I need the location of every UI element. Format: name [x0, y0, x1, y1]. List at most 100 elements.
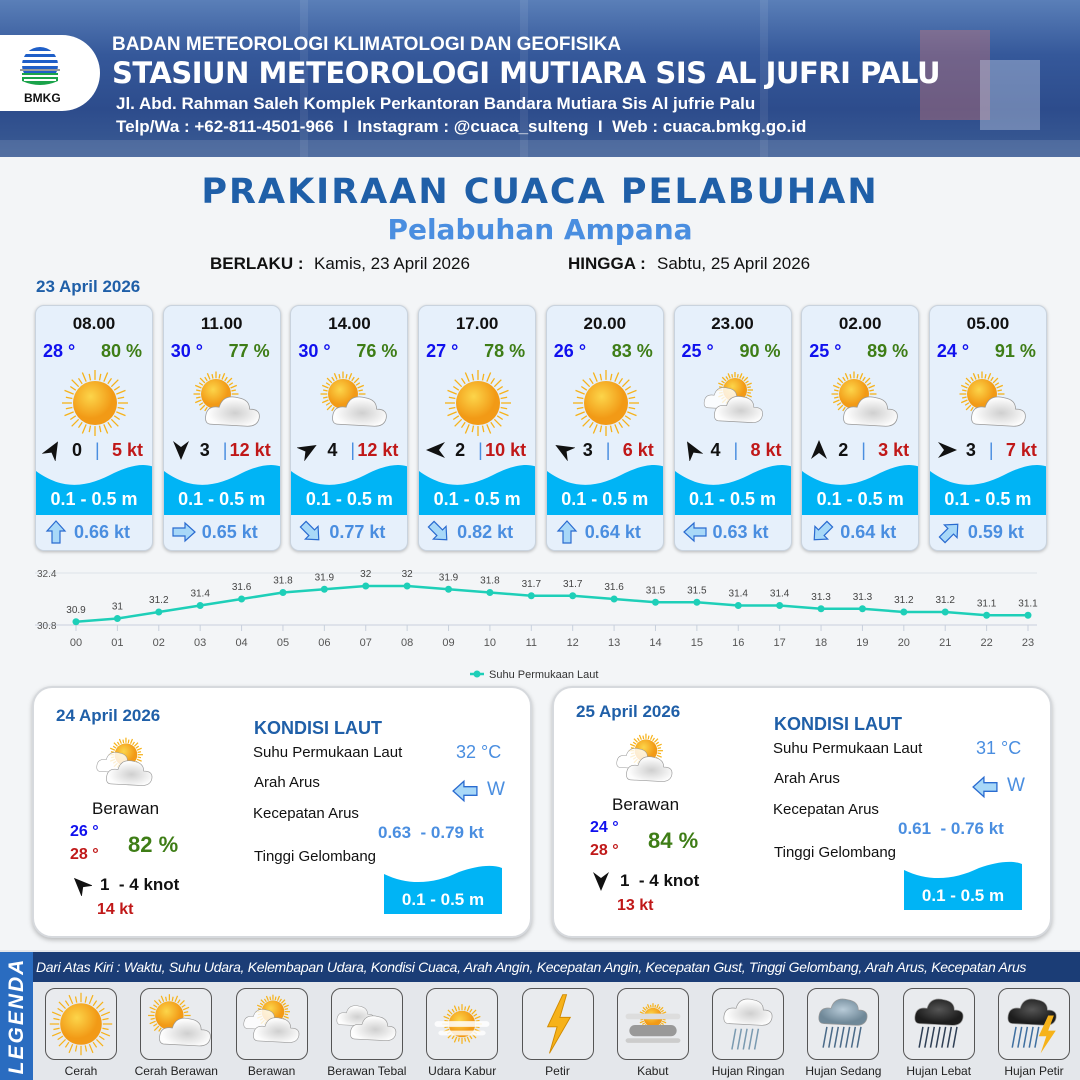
data-point — [900, 608, 908, 616]
x-tick-label: 12 — [567, 637, 579, 649]
wave-icon — [546, 463, 663, 515]
legend-berawan-icon — [235, 988, 308, 1060]
legend-label: Udara Kabur — [428, 1064, 497, 1078]
data-label: 31.4 — [190, 589, 210, 600]
weather-cerah-berawan-icon — [186, 366, 260, 440]
wind-speed: 2 — [838, 440, 849, 460]
x-tick-label: 06 — [318, 637, 330, 649]
humidity: 80 % — [100, 341, 142, 361]
weather-cerah-icon — [58, 366, 132, 440]
data-label: 31.4 — [770, 589, 790, 600]
separator: | — [95, 440, 100, 460]
sea-condition-title: KONDISI LAUT — [774, 714, 902, 734]
valid-from: Kamis, 23 April 2026 — [314, 254, 470, 273]
x-tick-label: 05 — [277, 637, 289, 649]
sst-label: Suhu Permukaan Laut — [773, 740, 923, 757]
legend-label: Cerah Berawan — [134, 1064, 218, 1078]
x-tick-label: 10 — [484, 637, 496, 649]
legend-petir-icon — [521, 988, 594, 1060]
data-label: 32 — [402, 569, 414, 580]
separator: | — [733, 440, 739, 460]
forecast-time: 23.00 — [711, 314, 754, 333]
data-label: 31.2 — [935, 595, 955, 606]
y-tick-label: 30.8 — [37, 621, 57, 632]
current-direction-icon — [972, 774, 998, 805]
humidity: 82 % — [128, 832, 179, 857]
current-speed: 0.65 kt — [201, 522, 258, 542]
current-direction-icon — [172, 520, 196, 544]
data-label: 31.6 — [604, 582, 624, 593]
x-tick-label: 07 — [360, 637, 372, 649]
gust-speed: 6 kt — [622, 440, 654, 460]
x-tick-label: 23 — [1022, 637, 1034, 649]
forecast-card: 23.00 25 ° 90 % 4 | 8 kt 0.1 - 0.5 m 0.6… — [673, 305, 792, 551]
x-tick-label: 13 — [608, 637, 620, 649]
legend-description: Dari Atas Kiri : Waktu, Suhu Udara, Kele… — [36, 959, 1027, 975]
data-point — [445, 585, 453, 593]
current-speed: 0.63 kt — [712, 522, 769, 542]
current-direction-icon — [938, 520, 962, 544]
data-point — [72, 618, 80, 626]
wind-direction-icon — [170, 439, 192, 461]
x-tick-label: 21 — [939, 637, 951, 649]
wave-height: 0.1 - 0.5 m — [305, 489, 393, 509]
wave-icon — [384, 864, 502, 914]
air-temperature: 30 ° — [298, 341, 331, 361]
data-label: 31.4 — [729, 589, 749, 600]
current-direction-label: Arah Arus — [254, 774, 320, 791]
data-point — [403, 582, 411, 590]
forecast-card: 05.00 24 ° 91 % 3 | 7 kt 0.1 - 0.5 m 0.5… — [928, 305, 1047, 551]
data-label: 31.6 — [232, 582, 252, 593]
separator: | — [861, 440, 866, 460]
gust-speed: 3 kt — [878, 440, 910, 460]
data-label: 31.3 — [811, 592, 831, 603]
data-label: 31.2 — [149, 595, 169, 606]
x-tick-label: 16 — [732, 637, 744, 649]
data-point — [941, 608, 949, 616]
forecast-card: 14.00 30 ° 76 % 4 | 12 kt 0.1 - 0.5 m 0.… — [290, 305, 409, 551]
min-temperature: 26 ° — [70, 823, 99, 840]
wind-speed: 4 — [327, 440, 338, 460]
legend-kabut-icon — [616, 988, 689, 1060]
x-tick-label: 01 — [111, 637, 123, 649]
data-point — [196, 602, 204, 609]
weather-berawan-icon — [90, 732, 160, 807]
sst-chart: 32.4 30.8 00 01 02 03 04 05 06 07 08 09 10 11 12 13 14 15… — [35, 569, 1038, 681]
wave-icon — [674, 463, 791, 515]
data-point — [817, 605, 825, 613]
x-tick-label: 22 — [980, 637, 992, 649]
wind-speed-range: 1 - 4 knot — [620, 871, 700, 890]
wave-icon — [291, 463, 408, 515]
weather-berawan-icon — [697, 366, 771, 440]
x-tick-label: 17 — [774, 637, 786, 649]
page-title: PRAKIRAAN CUACA PELABUHAN — [201, 172, 879, 212]
separator: | — [478, 440, 483, 460]
data-point — [651, 598, 659, 606]
wind-speed-range: 1 - 4 knot — [100, 875, 180, 894]
legend-hujan-lebat-icon — [902, 988, 975, 1060]
data-point — [776, 602, 784, 609]
weather-cerah-berawan-icon — [824, 366, 898, 440]
valid-to: Sabtu, 25 April 2026 — [657, 254, 811, 273]
data-label: 31.5 — [646, 585, 666, 596]
data-point — [858, 605, 866, 613]
humidity: 76 % — [356, 341, 398, 361]
data-label: 32 — [360, 569, 372, 580]
x-tick-label: 00 — [70, 637, 82, 649]
sea-condition-title: KONDISI LAUT — [254, 718, 382, 738]
x-tick-label: 14 — [649, 637, 661, 649]
current-speed-range: 0.63 - 0.79 kt — [378, 823, 484, 842]
legend-hujan-petir-icon — [998, 988, 1070, 1060]
wind-direction-icon — [936, 439, 958, 461]
day1-date: 23 April 2026 — [36, 277, 141, 296]
data-label: 31.3 — [853, 592, 873, 603]
x-tick-label: 04 — [235, 637, 247, 649]
sst-line — [75, 584, 1028, 623]
day-date: 24 April 2026 — [56, 706, 161, 725]
data-point — [527, 592, 535, 600]
air-temperature: 26 ° — [553, 341, 587, 361]
legend-label: Hujan Petir — [1004, 1064, 1064, 1078]
wave-icon — [904, 860, 1022, 910]
current-direction-icon — [427, 520, 451, 544]
gust-speed: 5 kt — [111, 440, 143, 460]
